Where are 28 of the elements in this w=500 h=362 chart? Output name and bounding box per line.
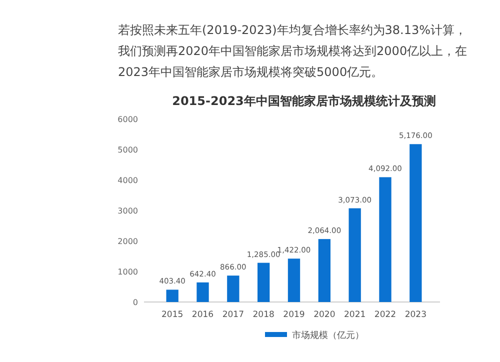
x-tick-label: 2018	[252, 310, 274, 320]
x-tick-label: 2022	[374, 310, 396, 320]
y-tick-label: 4000	[118, 176, 138, 185]
x-tick-label: 2021	[344, 310, 366, 320]
legend-label: 市场规模（亿元）	[292, 330, 364, 342]
bar	[379, 177, 392, 302]
bar	[227, 276, 240, 302]
bar	[410, 144, 422, 302]
y-tick-label: 5000	[118, 145, 138, 154]
x-tick-label: 2023	[404, 310, 426, 320]
bar	[288, 258, 300, 302]
text: 若按照未来五年(2019-2023)年均复合增长率约为38.13%计算，我们预测再2020年中国智能家居市场规模将达到2000亿以上，在2023年中国智能家居市场规模将突破5000亿元。	[118, 23, 468, 79]
bar	[348, 208, 361, 302]
x-tick-label: 2017	[222, 310, 244, 320]
y-tick-label: 2000	[118, 236, 138, 246]
bar	[318, 239, 330, 302]
x-tick-label: 2015	[162, 310, 184, 320]
y-tick-label: 0	[132, 298, 138, 307]
y-tick-label: 6000	[118, 114, 138, 124]
y-tick-label: 1000	[118, 267, 138, 276]
x-tick-label: 2020	[314, 310, 336, 320]
bar	[196, 282, 209, 302]
bar	[258, 262, 270, 302]
chart-title: 2015-2023年中国智能家居市场规模统计及预测	[172, 94, 436, 108]
y-tick-label: 3000	[118, 206, 138, 216]
bar	[166, 290, 178, 302]
x-tick-label: 2019	[283, 310, 305, 320]
x-tick-label: 2016	[192, 310, 214, 320]
